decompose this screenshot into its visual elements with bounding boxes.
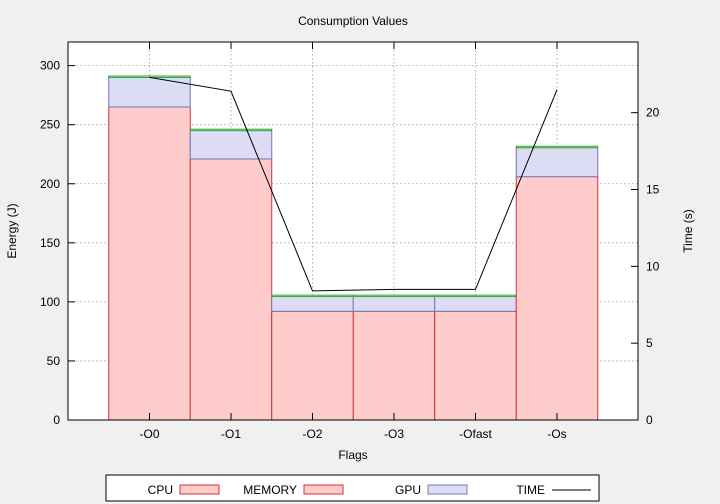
y-tick-label: 300: [40, 59, 60, 73]
y-tick-label: 100: [40, 295, 60, 309]
y-tick-label: 150: [40, 236, 60, 250]
bar-memory-O0: [108, 106, 191, 421]
bar-time-O1: [189, 128, 273, 132]
axes: 0 50 100 150 200 250 300 0 5 10 15 20 -O0 -O1 -O2 -O3 -O…: [40, 42, 660, 441]
y-tick-label: 250: [40, 118, 60, 132]
bar-time-Os: [515, 145, 599, 149]
chart-title: Consumption Values: [298, 14, 408, 28]
bar-gpu-O3: [352, 296, 436, 312]
bar-time-Ofast: [434, 294, 517, 298]
x-tick-label: -Os: [547, 427, 566, 441]
bar-time-O3: [352, 294, 436, 298]
legend-label-gpu: GPU: [395, 483, 421, 497]
bar-gpu-O2: [271, 296, 354, 312]
x-tick-label: -O1: [221, 427, 241, 441]
y2-tick-label: 15: [646, 183, 660, 197]
plot-frame: [67, 41, 639, 421]
legend-swatch-gpu: [427, 484, 468, 495]
x-axis-label: Flags: [338, 448, 367, 462]
y-tick-label: 50: [47, 354, 61, 368]
x-tick-label: -Ofast: [459, 427, 492, 441]
legend: CPU MEMORY GPU TIME: [148, 483, 591, 497]
y2-axis-label: Time (s): [681, 209, 695, 253]
legend-label-time: TIME: [516, 483, 545, 497]
y2-tick-label: 10: [646, 259, 660, 273]
bars: [108, 75, 599, 421]
y-tick-label: 0: [53, 413, 60, 427]
bar-memory-Os: [515, 176, 599, 421]
legend-swatch-memory: [303, 484, 344, 495]
x-tick-label: -O3: [384, 427, 404, 441]
bar-gpu-Ofast: [434, 296, 517, 312]
bar-memory-Ofast: [434, 310, 517, 421]
bar-memory-O1: [189, 158, 273, 421]
legend-label-cpu: CPU: [148, 483, 173, 497]
time-line-path: [149, 76, 558, 292]
y-axis-label: Energy (J): [5, 203, 19, 258]
y2-tick-label: 20: [646, 106, 660, 120]
time-line: [149, 76, 558, 292]
y-tick-label: 200: [40, 177, 60, 191]
legend-label-memory: MEMORY: [243, 483, 297, 497]
y2-tick-label: 5: [646, 336, 653, 350]
bar-memory-O3: [352, 310, 436, 421]
bar-time-O2: [271, 294, 354, 298]
x-tick-label: -O0: [139, 427, 159, 441]
bar-time-O0: [108, 75, 191, 78]
bar-gpu-Os: [515, 147, 599, 178]
x-tick-label: -O2: [302, 427, 322, 441]
y2-tick-label: 0: [646, 413, 653, 427]
bar-memory-O2: [271, 310, 354, 421]
legend-swatch-cpu: [179, 484, 220, 495]
bar-gpu-O1: [189, 130, 273, 160]
